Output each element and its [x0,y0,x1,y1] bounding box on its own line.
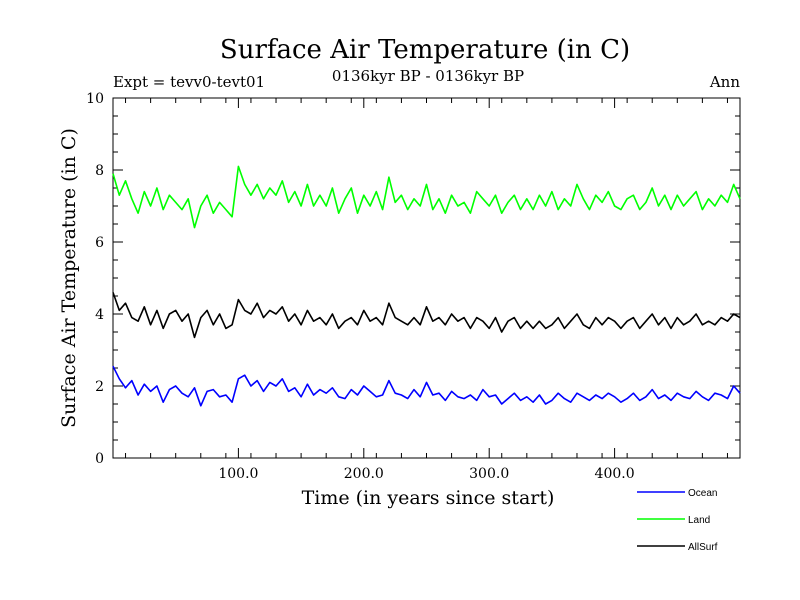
axis-ticks [113,97,740,459]
x-axis-label: Time (in years since start) [302,487,555,509]
y-tick-label: 4 [95,307,104,323]
x-tick-labels: 100.0 200.0 300.0 400.0 [218,466,634,482]
x-tick-label: 100.0 [218,466,258,482]
experiment-label: Expt = tevv0-tevt01 [113,73,265,91]
y-tick-label: 10 [86,91,104,107]
series-line-allsurf [112,292,741,339]
y-tick-labels: 0 2 4 6 8 10 [86,91,104,467]
y-tick-label: 0 [95,451,104,467]
y-tick-label: 2 [95,379,104,395]
legend-label: AllSurf [688,542,718,553]
legend-item-allsurf: AllSurf [637,542,718,553]
legend-label: Land [688,515,710,526]
y-tick-label: 8 [95,163,104,179]
y-tick-label: 6 [95,235,104,251]
plot-area [112,97,741,459]
chart-title: Surface Air Temperature (in C) [220,35,630,65]
y-axis-label: Surface Air Temperature (in C) [58,128,80,428]
chart-subtitle: 0136kyr BP - 0136kyr BP [332,67,524,85]
series-layer [112,165,741,407]
legend-label: Ocean [688,488,717,499]
x-tick-label: 400.0 [595,466,635,482]
series-line-ocean [112,365,741,407]
x-tick-label: 300.0 [469,466,509,482]
plot-frame [112,97,741,459]
legend-item-ocean: Ocean [637,488,717,499]
season-label: Ann [709,73,740,91]
legend: Ocean Land AllSurf [637,488,718,553]
x-tick-label: 200.0 [344,466,384,482]
series-line-land [112,165,741,229]
legend-item-land: Land [637,515,710,526]
